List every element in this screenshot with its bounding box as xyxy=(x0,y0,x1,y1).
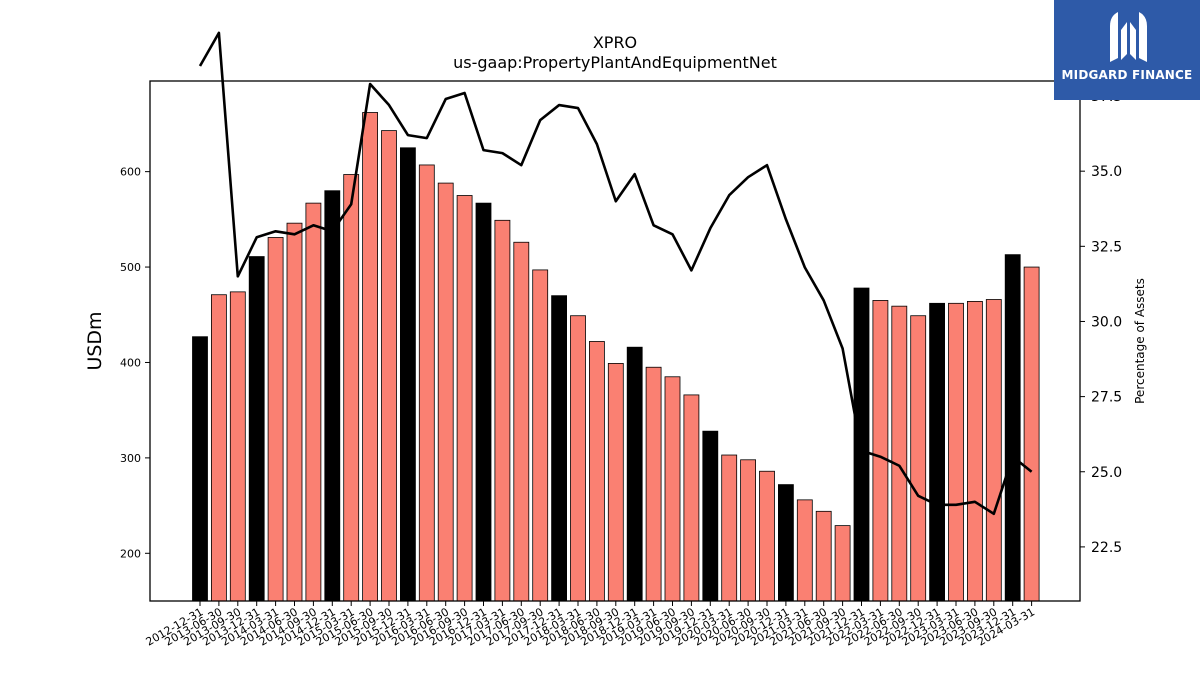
brand-logo: MIDGARD FINANCE xyxy=(1054,0,1200,100)
bar-2014-12-31 xyxy=(324,190,341,602)
bar-2017-12-31 xyxy=(551,295,567,602)
bar-2021-06-30 xyxy=(815,510,832,602)
bar-2017-09-30 xyxy=(532,269,549,602)
y2-tick-label: 27.5 xyxy=(1091,390,1122,406)
bar-2013-09-30 xyxy=(229,291,246,602)
bar-2013-06-30 xyxy=(210,294,227,602)
bar-2023-03-31 xyxy=(948,302,964,602)
y2-axis-label: Percentage of Assets xyxy=(1133,278,1147,404)
x-axis: 2012-12-312013-06-302013-09-302013-12-31… xyxy=(144,601,1037,649)
bar-2024-03-31 xyxy=(1023,266,1040,602)
chart-title: XPRO xyxy=(593,33,637,52)
bar-2017-03-31 xyxy=(494,219,511,602)
bar-2020-03-31 xyxy=(721,454,738,602)
bar-2015-09-30 xyxy=(381,130,397,602)
y2-tick-label: 32.5 xyxy=(1091,239,1122,255)
bar-2015-06-30 xyxy=(362,112,379,602)
bar-2023-09-30 xyxy=(985,299,1002,602)
y-axis-label: USDm xyxy=(84,311,106,370)
bar-2015-12-31 xyxy=(399,147,416,602)
bar-2017-06-30 xyxy=(513,241,530,602)
y-axis-left: 200 300 400 500 600 xyxy=(120,166,150,560)
bar-2023-12-31 xyxy=(1004,254,1021,602)
bars-group xyxy=(192,112,1040,602)
bar-2014-03-31 xyxy=(267,237,284,602)
y-tick-label: 400 xyxy=(120,356,141,369)
bar-2018-09-30 xyxy=(607,363,624,602)
line-layer xyxy=(198,31,1033,516)
bar-2018-03-31 xyxy=(570,315,586,602)
y-tick-label: 500 xyxy=(120,261,141,274)
bar-2019-03-31 xyxy=(645,366,662,602)
bar-2018-12-31 xyxy=(626,346,643,602)
plot-frame xyxy=(149,80,1081,602)
y2-tick-label: 30.0 xyxy=(1091,314,1122,330)
chart-subtitle: us-gaap:PropertyPlantAndEquipmentNet xyxy=(453,53,777,72)
bar-2015-03-31 xyxy=(343,174,360,602)
bar-2019-12-31 xyxy=(702,430,719,602)
bar-2022-03-31 xyxy=(872,300,889,602)
bar-2019-09-30 xyxy=(683,394,700,602)
bar-2022-06-30 xyxy=(891,305,908,602)
bar-2018-06-30 xyxy=(589,341,605,602)
bar-2016-06-30 xyxy=(437,182,454,602)
bar-2014-09-30 xyxy=(305,202,322,602)
bar-2020-12-31 xyxy=(778,484,794,602)
y2-tick-label: 25.0 xyxy=(1091,465,1122,481)
logo-text: MIDGARD FINANCE xyxy=(1061,68,1193,82)
bar-2016-09-30 xyxy=(456,195,473,602)
bar-2013-12-31 xyxy=(248,256,265,602)
bar-2021-09-30 xyxy=(834,525,851,602)
y2-tick-label: 22.5 xyxy=(1091,540,1122,556)
bar-2020-06-30 xyxy=(740,459,756,602)
midgard-logo-icon xyxy=(1110,12,1147,62)
bar-2019-06-30 xyxy=(664,376,681,602)
y-axis-right: 22.525.027.530.032.535.037.5 xyxy=(1080,89,1122,556)
bar-2021-03-31 xyxy=(796,499,813,602)
y2-tick-label: 35.0 xyxy=(1091,164,1122,180)
bar-2016-03-31 xyxy=(418,164,435,602)
y-tick-label: 600 xyxy=(120,166,141,179)
bar-2016-12-31 xyxy=(475,202,492,602)
y-tick-label: 200 xyxy=(120,547,141,560)
bar-2014-06-30 xyxy=(286,222,303,602)
bar-2022-09-30 xyxy=(910,315,927,602)
bar-2022-12-31 xyxy=(929,302,945,602)
y-tick-label: 300 xyxy=(120,452,141,465)
bar-2012-12-31 xyxy=(192,336,208,602)
bar-2023-06-30 xyxy=(967,300,983,602)
percentage-of-assets-line xyxy=(198,31,1033,516)
bar-2020-09-30 xyxy=(759,470,775,602)
